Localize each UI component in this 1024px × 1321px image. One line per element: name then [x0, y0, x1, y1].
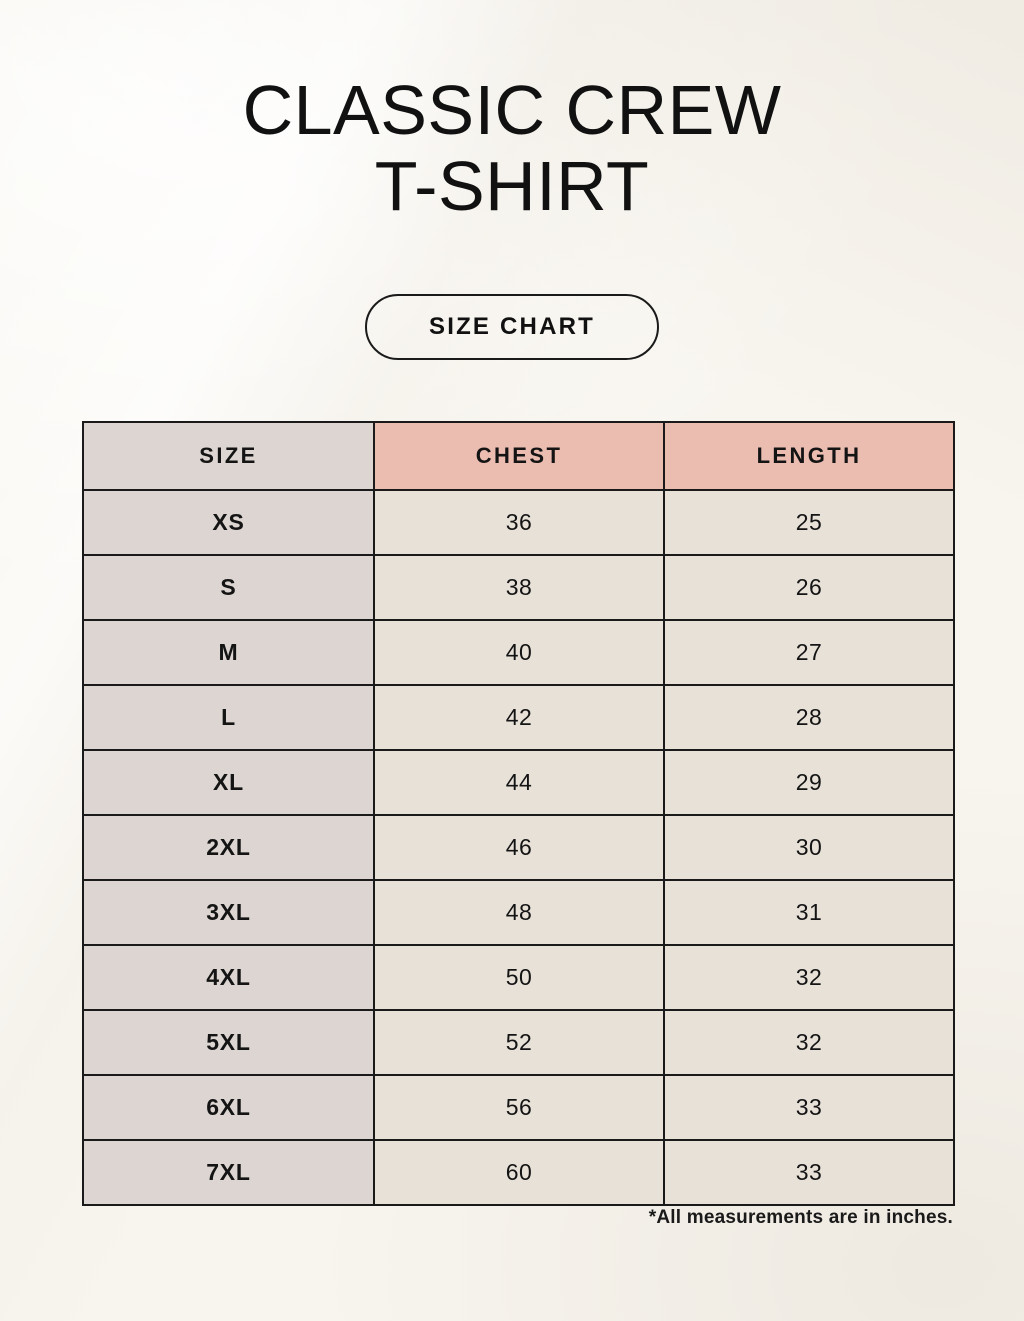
cell-length: 33 — [663, 1074, 955, 1141]
size-chart-badge[interactable]: SIZE CHART — [365, 294, 659, 360]
table-row: 6XL 56 33 — [82, 1074, 955, 1141]
cell-size: S — [82, 554, 375, 621]
column-header-length: LENGTH — [663, 421, 955, 491]
cell-length: 26 — [663, 554, 955, 621]
cell-chest: 38 — [373, 554, 665, 621]
badge-container: SIZE CHART — [0, 294, 1024, 360]
cell-chest: 44 — [373, 749, 665, 816]
table-header: SIZE CHEST LENGTH — [82, 421, 955, 491]
measurement-footnote: *All measurements are in inches. — [648, 1207, 953, 1228]
table-row: S 38 26 — [82, 554, 955, 621]
cell-length: 25 — [663, 489, 955, 556]
cell-chest: 42 — [373, 684, 665, 751]
cell-chest: 46 — [373, 814, 665, 881]
cell-length: 32 — [663, 944, 955, 1011]
cell-size: L — [82, 684, 375, 751]
title-line-1: CLASSIC CREW — [242, 71, 782, 149]
table-row: 7XL 60 33 — [82, 1139, 955, 1206]
table-row: 2XL 46 30 — [82, 814, 955, 881]
column-header-chest: CHEST — [373, 421, 665, 491]
table-header-row: SIZE CHEST LENGTH — [82, 421, 955, 491]
table-row: L 42 28 — [82, 684, 955, 751]
cell-chest: 36 — [373, 489, 665, 556]
title-line-2: T-SHIRT — [374, 147, 650, 225]
table-row: 5XL 52 32 — [82, 1009, 955, 1076]
cell-chest: 60 — [373, 1139, 665, 1206]
cell-size: M — [82, 619, 375, 686]
cell-size: XS — [82, 489, 375, 556]
page-title: CLASSIC CREW T-SHIRT — [0, 72, 1024, 224]
cell-length: 32 — [663, 1009, 955, 1076]
cell-size: 5XL — [82, 1009, 375, 1076]
size-table: SIZE CHEST LENGTH XS 36 25 S 38 26 M — [82, 421, 955, 1206]
column-header-size: SIZE — [82, 421, 375, 491]
cell-size: 4XL — [82, 944, 375, 1011]
cell-chest: 48 — [373, 879, 665, 946]
size-table-container: SIZE CHEST LENGTH XS 36 25 S 38 26 M — [82, 421, 955, 1206]
cell-chest: 40 — [373, 619, 665, 686]
cell-length: 31 — [663, 879, 955, 946]
table-body: XS 36 25 S 38 26 M 40 27 L 42 28 — [82, 489, 955, 1206]
cell-chest: 56 — [373, 1074, 665, 1141]
cell-chest: 50 — [373, 944, 665, 1011]
cell-length: 27 — [663, 619, 955, 686]
cell-size: XL — [82, 749, 375, 816]
cell-size: 6XL — [82, 1074, 375, 1141]
table-row: 3XL 48 31 — [82, 879, 955, 946]
table-row: XL 44 29 — [82, 749, 955, 816]
cell-length: 29 — [663, 749, 955, 816]
cell-length: 30 — [663, 814, 955, 881]
table-row: 4XL 50 32 — [82, 944, 955, 1011]
table-row: M 40 27 — [82, 619, 955, 686]
table-row: XS 36 25 — [82, 489, 955, 556]
cell-size: 3XL — [82, 879, 375, 946]
cell-length: 28 — [663, 684, 955, 751]
cell-size: 7XL — [82, 1139, 375, 1206]
cell-chest: 52 — [373, 1009, 665, 1076]
cell-size: 2XL — [82, 814, 375, 881]
cell-length: 33 — [663, 1139, 955, 1206]
